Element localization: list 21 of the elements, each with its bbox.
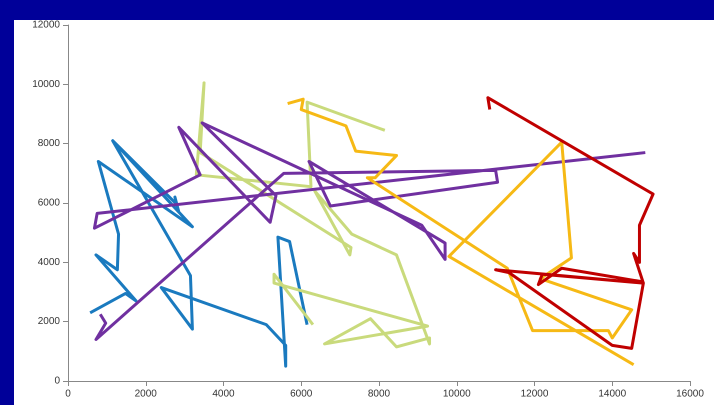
x-tick-label: 14000 <box>598 388 627 400</box>
y-tick-label: 6000 <box>38 198 60 208</box>
x-tick-label: 4000 <box>212 388 236 400</box>
x-tick-label: 6000 <box>290 388 313 400</box>
line-series <box>486 96 655 350</box>
y-tick-label: 0 <box>54 376 60 386</box>
line-series <box>286 98 636 366</box>
line-series <box>92 121 647 341</box>
y-tick-label: 12000 <box>32 20 60 30</box>
y-tick-label: 8000 <box>38 138 60 150</box>
x-tick-label: 12000 <box>520 388 549 400</box>
line-series <box>88 139 309 368</box>
x-tick-label: 10000 <box>442 388 472 400</box>
y-tick-label: 2000 <box>38 316 60 328</box>
x-tick-label: 8000 <box>368 388 391 400</box>
y-tick-label: 10000 <box>32 78 60 90</box>
x-tick-label: 0 <box>65 388 72 400</box>
line-series <box>194 81 432 348</box>
x-tick-label: 2000 <box>134 388 158 400</box>
y-tick-label: 4000 <box>38 256 60 268</box>
x-tick-label: 16000 <box>676 388 704 400</box>
